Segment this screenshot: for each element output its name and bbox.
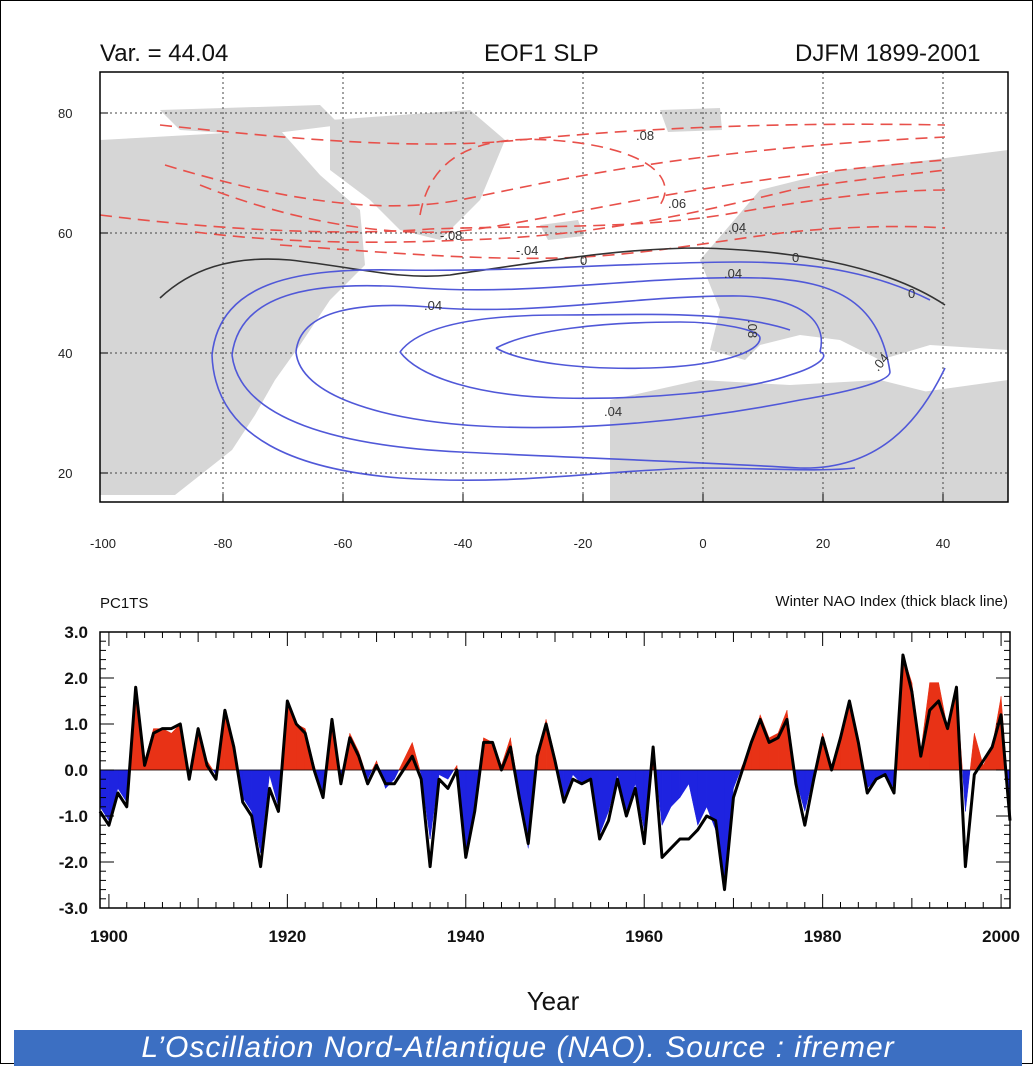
ts-area-segment [153, 728, 163, 771]
contour-label-pos-1: .04 [424, 298, 442, 313]
map-frame [99, 71, 1009, 503]
contour-neg-5 [99, 189, 946, 233]
contour-neg-4 [194, 169, 946, 244]
contour-pos-5 [495, 321, 761, 349]
contour-label-neg-4: -.08 [440, 228, 462, 243]
map-y-tick-20: 20 [58, 466, 72, 481]
map-y-tick-60: 60 [58, 226, 72, 241]
contour-pos-8 [295, 351, 891, 429]
land-arabia [900, 380, 1008, 440]
ts-y-tick-label: 1.0 [64, 715, 88, 734]
contour-pos-9 [231, 354, 946, 469]
contour-pos-4 [399, 313, 791, 353]
contour-neg-3 [199, 159, 946, 234]
map-title: EOF1 SLP [484, 40, 599, 67]
negative-contours [99, 123, 946, 260]
contour-pos-2 [231, 276, 891, 373]
land-africa [610, 380, 1008, 502]
ts-y-tick-label: -3.0 [59, 899, 88, 918]
ts-y-tick-label: -2.0 [59, 853, 88, 872]
contour-label-pos-2: .04 [724, 266, 742, 281]
map-period: DJFM 1899-2001 [795, 40, 981, 67]
ts-x-tick-label: 1900 [90, 927, 128, 946]
contour-label-neg-2: .06 [668, 196, 686, 211]
land-svalbard [660, 108, 722, 132]
ts-area-segment [679, 769, 690, 799]
ts-area-segment [162, 728, 172, 771]
contour-label-zero-3: 0 [908, 286, 915, 301]
eof-map: .08 .06 .04 -.08 -.04 0 0 0 .04 .04 .08 … [58, 71, 1009, 551]
ts-x-tick-label: 2000 [982, 927, 1020, 946]
contour-label-neg-5: -.04 [516, 243, 538, 258]
ts-y-tick-label: 2.0 [64, 669, 88, 688]
ts-area-segment [661, 769, 672, 826]
map-tick-marks [100, 112, 944, 502]
contour-pos-10 [211, 354, 856, 481]
contour-pos-3 [295, 295, 823, 353]
nao-timeseries: PC1TS Winter NAO Index (thick black line… [59, 593, 1020, 1016]
contour-label-zero-1: 0 [580, 253, 587, 268]
map-x-tick-m20: -20 [574, 536, 593, 551]
contour-label-neg-3: .04 [728, 220, 746, 235]
ts-area-segment [929, 682, 939, 771]
map-y-tick-labels: 80 60 40 20 [58, 106, 72, 481]
positive-contours [211, 261, 946, 481]
ts-x-tick-label: 1940 [447, 927, 485, 946]
map-x-tick-20: 20 [816, 536, 830, 551]
caption-text: L’Oscillation Nord-Atlantique (NAO). Sou… [141, 1031, 895, 1064]
ts-x-axis-title: Year [527, 986, 580, 1016]
ts-area-segment [965, 769, 971, 812]
zero-contour [159, 247, 946, 306]
contour-pos-6 [495, 337, 761, 370]
contour-label-pos-4: .04 [604, 404, 622, 419]
contour-pos-1 [211, 261, 931, 356]
map-x-tick-m80: -80 [214, 536, 233, 551]
nao-index-line [98, 653, 1012, 892]
ts-y-tick-label: 0.0 [64, 761, 88, 780]
land-iceland [540, 220, 584, 240]
ts-area-segment [969, 733, 975, 771]
ts-x-tick-label: 1960 [625, 927, 663, 946]
ts-y-tick-label: 3.0 [64, 623, 88, 642]
contour-label-pos-3: .08 [745, 320, 760, 338]
ts-x-tick-label: 1920 [268, 927, 306, 946]
contour-neg-7 [419, 138, 666, 216]
ts-area-segment [171, 723, 181, 771]
map-grid [100, 72, 1008, 502]
ts-x-tick-label: 1980 [804, 927, 842, 946]
map-y-tick-40: 40 [58, 346, 72, 361]
contour-pos-7 [399, 351, 825, 400]
map-x-tick-m40: -40 [454, 536, 473, 551]
ts-label-right: Winter NAO Index (thick black line) [775, 593, 1008, 610]
contour-neg-2 [164, 136, 946, 207]
map-x-tick-0: 0 [699, 536, 706, 551]
ts-area-segment [438, 769, 449, 780]
map-x-tick-40: 40 [936, 536, 950, 551]
caption-bar: L’Oscillation Nord-Atlantique (NAO). Sou… [14, 1030, 1022, 1066]
ts-area-segment [385, 769, 395, 790]
contour-neg-6 [279, 225, 946, 260]
map-y-tick-80: 80 [58, 106, 72, 121]
map-x-tick-m100: -100 [90, 536, 116, 551]
contour-label-zero-2: 0 [792, 250, 799, 265]
ts-area-segment [670, 769, 681, 808]
variance-label: Var. = 44.04 [100, 40, 229, 67]
land-europe [700, 150, 1008, 360]
ts-area-segment [688, 769, 698, 826]
land-north-america [100, 130, 365, 495]
ts-y-tick-label: -1.0 [59, 807, 88, 826]
contour-label-neg-1: .08 [636, 128, 654, 143]
map-x-tick-m60: -60 [334, 536, 353, 551]
map-x-tick-labels: -100 -80 -60 -40 -20 0 20 40 [90, 536, 950, 551]
ts-label-left: PC1TS [100, 595, 148, 612]
ts-nao-line [98, 653, 1012, 892]
